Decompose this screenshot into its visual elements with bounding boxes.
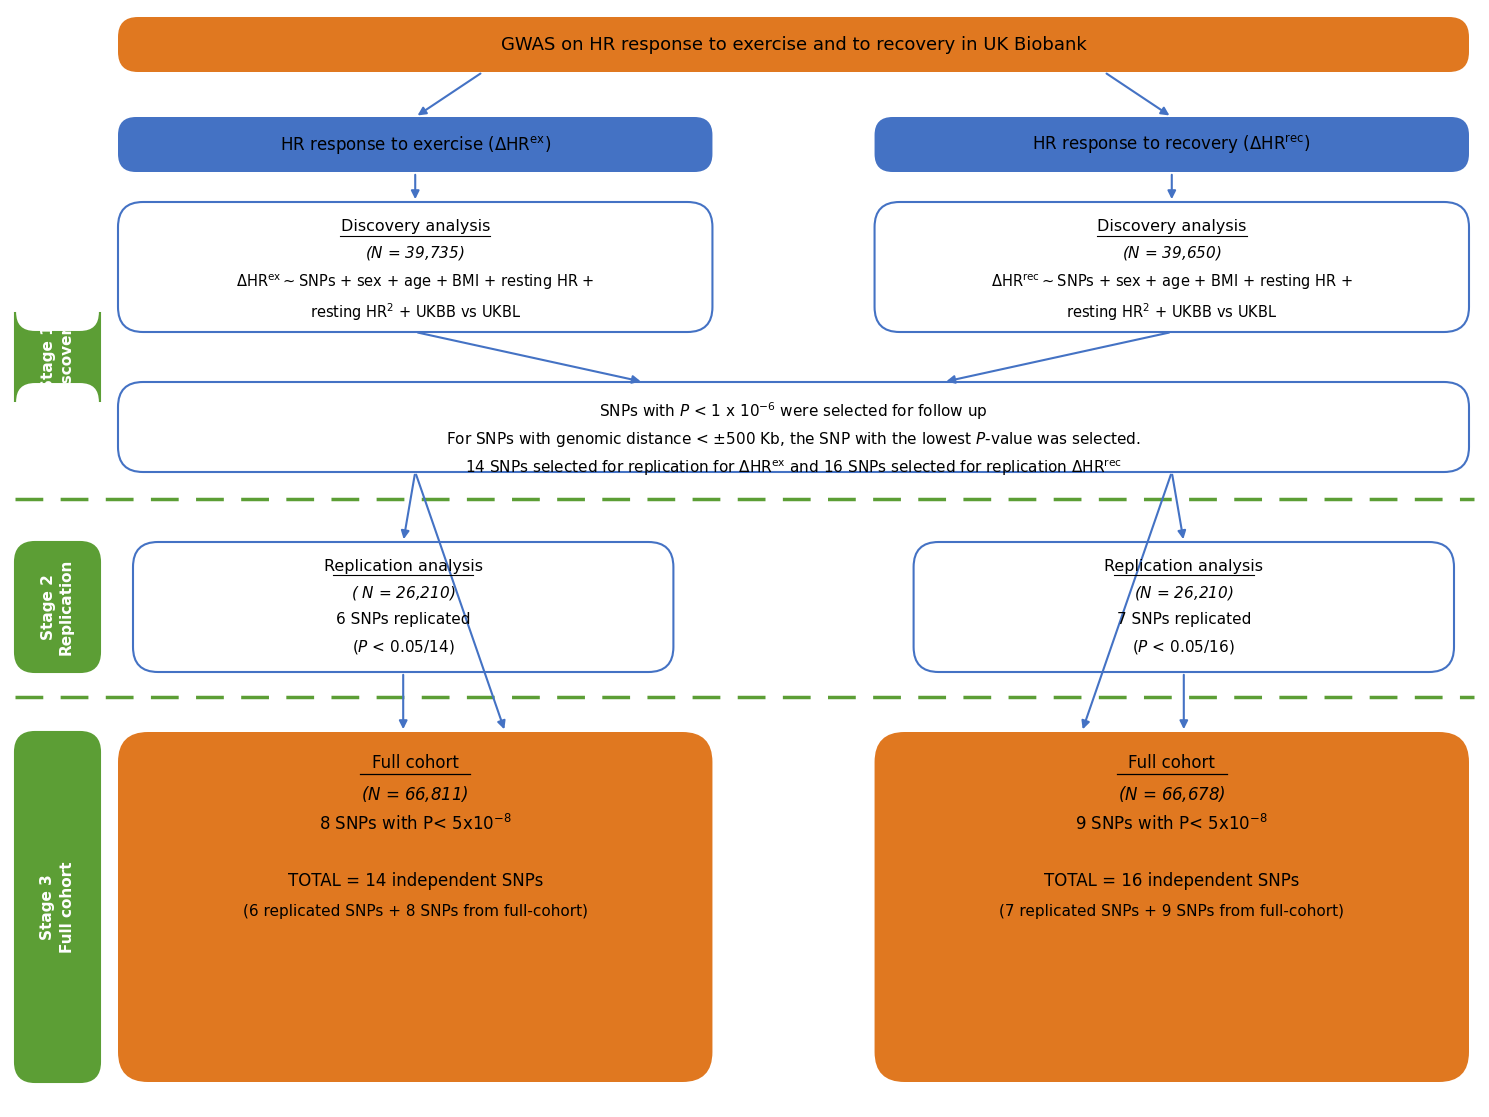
Text: (7 replicated SNPs + 9 SNPs from full-cohort): (7 replicated SNPs + 9 SNPs from full-co… xyxy=(999,904,1345,919)
Text: 14 SNPs selected for replication for $\Delta$HR$^{\mathregular{ex}}$ and 16 SNPs: 14 SNPs selected for replication for $\D… xyxy=(465,458,1123,478)
Text: $\Delta$HR$^{\mathregular{ex}}$$\sim$SNPs + sex + age + BMI + resting HR +: $\Delta$HR$^{\mathregular{ex}}$$\sim$SNP… xyxy=(235,273,594,292)
Text: Discovery analysis: Discovery analysis xyxy=(1097,219,1246,233)
Text: Discovery analysis: Discovery analysis xyxy=(341,219,490,233)
Text: TOTAL = 16 independent SNPs: TOTAL = 16 independent SNPs xyxy=(1044,872,1300,890)
Text: For SNPs with genomic distance < ±500 Kb, the SNP with the lowest $P$-value was : For SNPs with genomic distance < ±500 Kb… xyxy=(447,430,1141,449)
FancyBboxPatch shape xyxy=(118,732,712,1082)
Text: 8 SNPs with P< 5x10$^{\mathregular{-8}}$: 8 SNPs with P< 5x10$^{\mathregular{-8}}$ xyxy=(319,814,512,834)
Text: SNPs with $P$ < 1 x 10$^{\mathregular{-6}}$ were selected for follow up: SNPs with $P$ < 1 x 10$^{\mathregular{-6… xyxy=(599,400,987,422)
Text: ($N$ = 66,678): ($N$ = 66,678) xyxy=(1118,784,1225,804)
Text: ( $N$ = 26,210): ( $N$ = 26,210) xyxy=(351,584,456,602)
Text: Stage 1
Discovery: Stage 1 Discovery xyxy=(42,315,73,399)
Text: Full cohort: Full cohort xyxy=(1129,754,1215,772)
FancyBboxPatch shape xyxy=(118,117,712,172)
FancyBboxPatch shape xyxy=(874,732,1470,1082)
FancyBboxPatch shape xyxy=(118,202,712,332)
Text: 7 SNPs replicated: 7 SNPs replicated xyxy=(1117,612,1251,627)
FancyBboxPatch shape xyxy=(118,382,1470,472)
Text: ($P$ < 0.05/14): ($P$ < 0.05/14) xyxy=(351,638,454,656)
Text: ($N$ = 66,811): ($N$ = 66,811) xyxy=(362,784,469,804)
Text: 6 SNPs replicated: 6 SNPs replicated xyxy=(337,612,471,627)
Text: Replication analysis: Replication analysis xyxy=(1105,558,1263,574)
FancyBboxPatch shape xyxy=(133,542,673,672)
Text: GWAS on HR response to exercise and to recovery in UK Biobank: GWAS on HR response to exercise and to r… xyxy=(500,36,1087,54)
FancyBboxPatch shape xyxy=(874,202,1470,332)
Text: TOTAL = 14 independent SNPs: TOTAL = 14 independent SNPs xyxy=(287,872,543,890)
FancyBboxPatch shape xyxy=(15,732,100,1082)
Text: 9 SNPs with P< 5x10$^{\mathregular{-8}}$: 9 SNPs with P< 5x10$^{\mathregular{-8}}$ xyxy=(1075,814,1269,834)
Text: resting HR$^{\mathregular{2}}$ + UKBB vs UKBL: resting HR$^{\mathregular{2}}$ + UKBB vs… xyxy=(310,300,521,323)
Text: ($N$ = 26,210): ($N$ = 26,210) xyxy=(1135,584,1233,602)
Text: Stage 2
Replication: Stage 2 Replication xyxy=(42,558,73,656)
FancyBboxPatch shape xyxy=(15,312,100,402)
FancyBboxPatch shape xyxy=(874,117,1470,172)
Text: Replication analysis: Replication analysis xyxy=(323,558,482,574)
FancyBboxPatch shape xyxy=(914,542,1453,672)
Text: resting HR$^{\mathregular{2}}$ + UKBB vs UKBL: resting HR$^{\mathregular{2}}$ + UKBB vs… xyxy=(1066,300,1278,323)
Text: Full cohort: Full cohort xyxy=(372,754,459,772)
Text: $\Delta$HR$^{\mathregular{rec}}$$\sim$SNPs + sex + age + BMI + resting HR +: $\Delta$HR$^{\mathregular{rec}}$$\sim$SN… xyxy=(990,273,1354,293)
FancyBboxPatch shape xyxy=(15,542,100,672)
FancyBboxPatch shape xyxy=(118,17,1470,71)
Text: (6 replicated SNPs + 8 SNPs from full-cohort): (6 replicated SNPs + 8 SNPs from full-co… xyxy=(243,904,588,919)
Text: ($P$ < 0.05/16): ($P$ < 0.05/16) xyxy=(1133,638,1236,656)
Text: HR response to exercise ($\Delta$HR$^{\mathregular{ex}}$): HR response to exercise ($\Delta$HR$^{\m… xyxy=(280,134,551,155)
Text: HR response to recovery ($\Delta$HR$^{\mathregular{rec}}$): HR response to recovery ($\Delta$HR$^{\m… xyxy=(1032,133,1312,156)
Text: ($N$ = 39,735): ($N$ = 39,735) xyxy=(365,244,465,262)
Text: ($N$ = 39,650): ($N$ = 39,650) xyxy=(1123,244,1221,262)
Text: Stage 3
Full cohort: Stage 3 Full cohort xyxy=(40,861,74,953)
